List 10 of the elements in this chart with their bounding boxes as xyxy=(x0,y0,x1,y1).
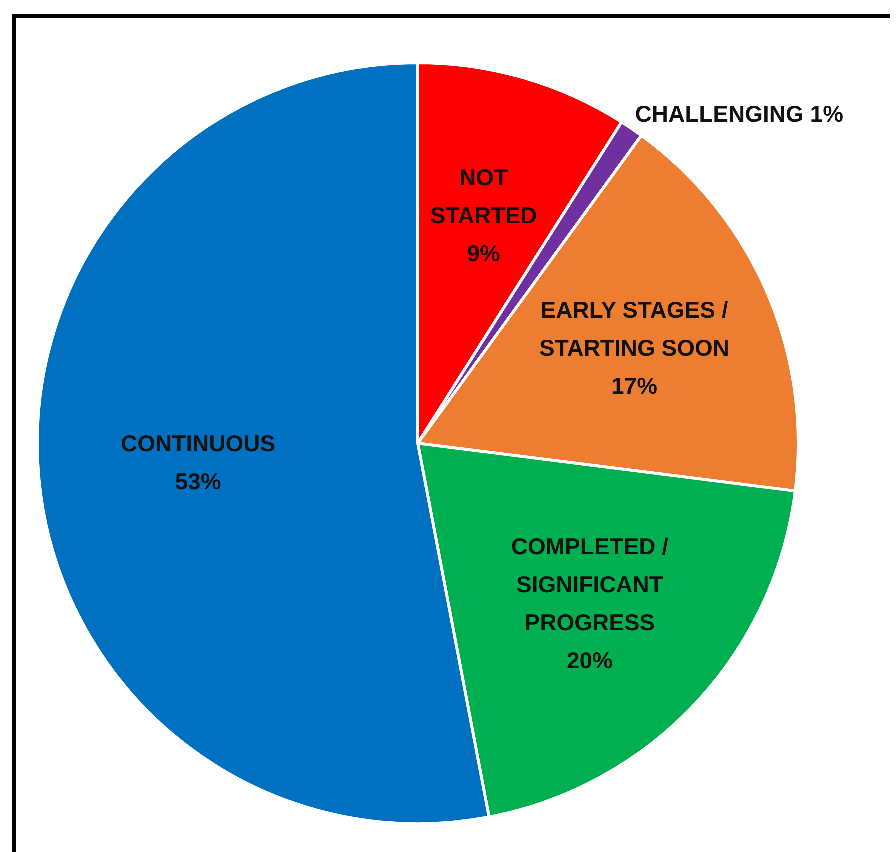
slice-label: NOT STARTED xyxy=(430,164,538,228)
data-label: 17% xyxy=(611,373,658,400)
data-label: 9% xyxy=(467,240,500,266)
data-label: 20% xyxy=(566,647,613,674)
slice-label: EARLY STAGES / STARTING SOON xyxy=(540,297,730,362)
slice-label: CHALLENGING xyxy=(635,101,804,128)
slice-label: CONTINUOUS xyxy=(120,430,276,457)
slice-label: COMPLETED / SIGNIFICANT PROGRESS xyxy=(511,533,670,636)
data-label: 1% xyxy=(810,101,844,128)
data-label: 53% xyxy=(175,468,222,495)
